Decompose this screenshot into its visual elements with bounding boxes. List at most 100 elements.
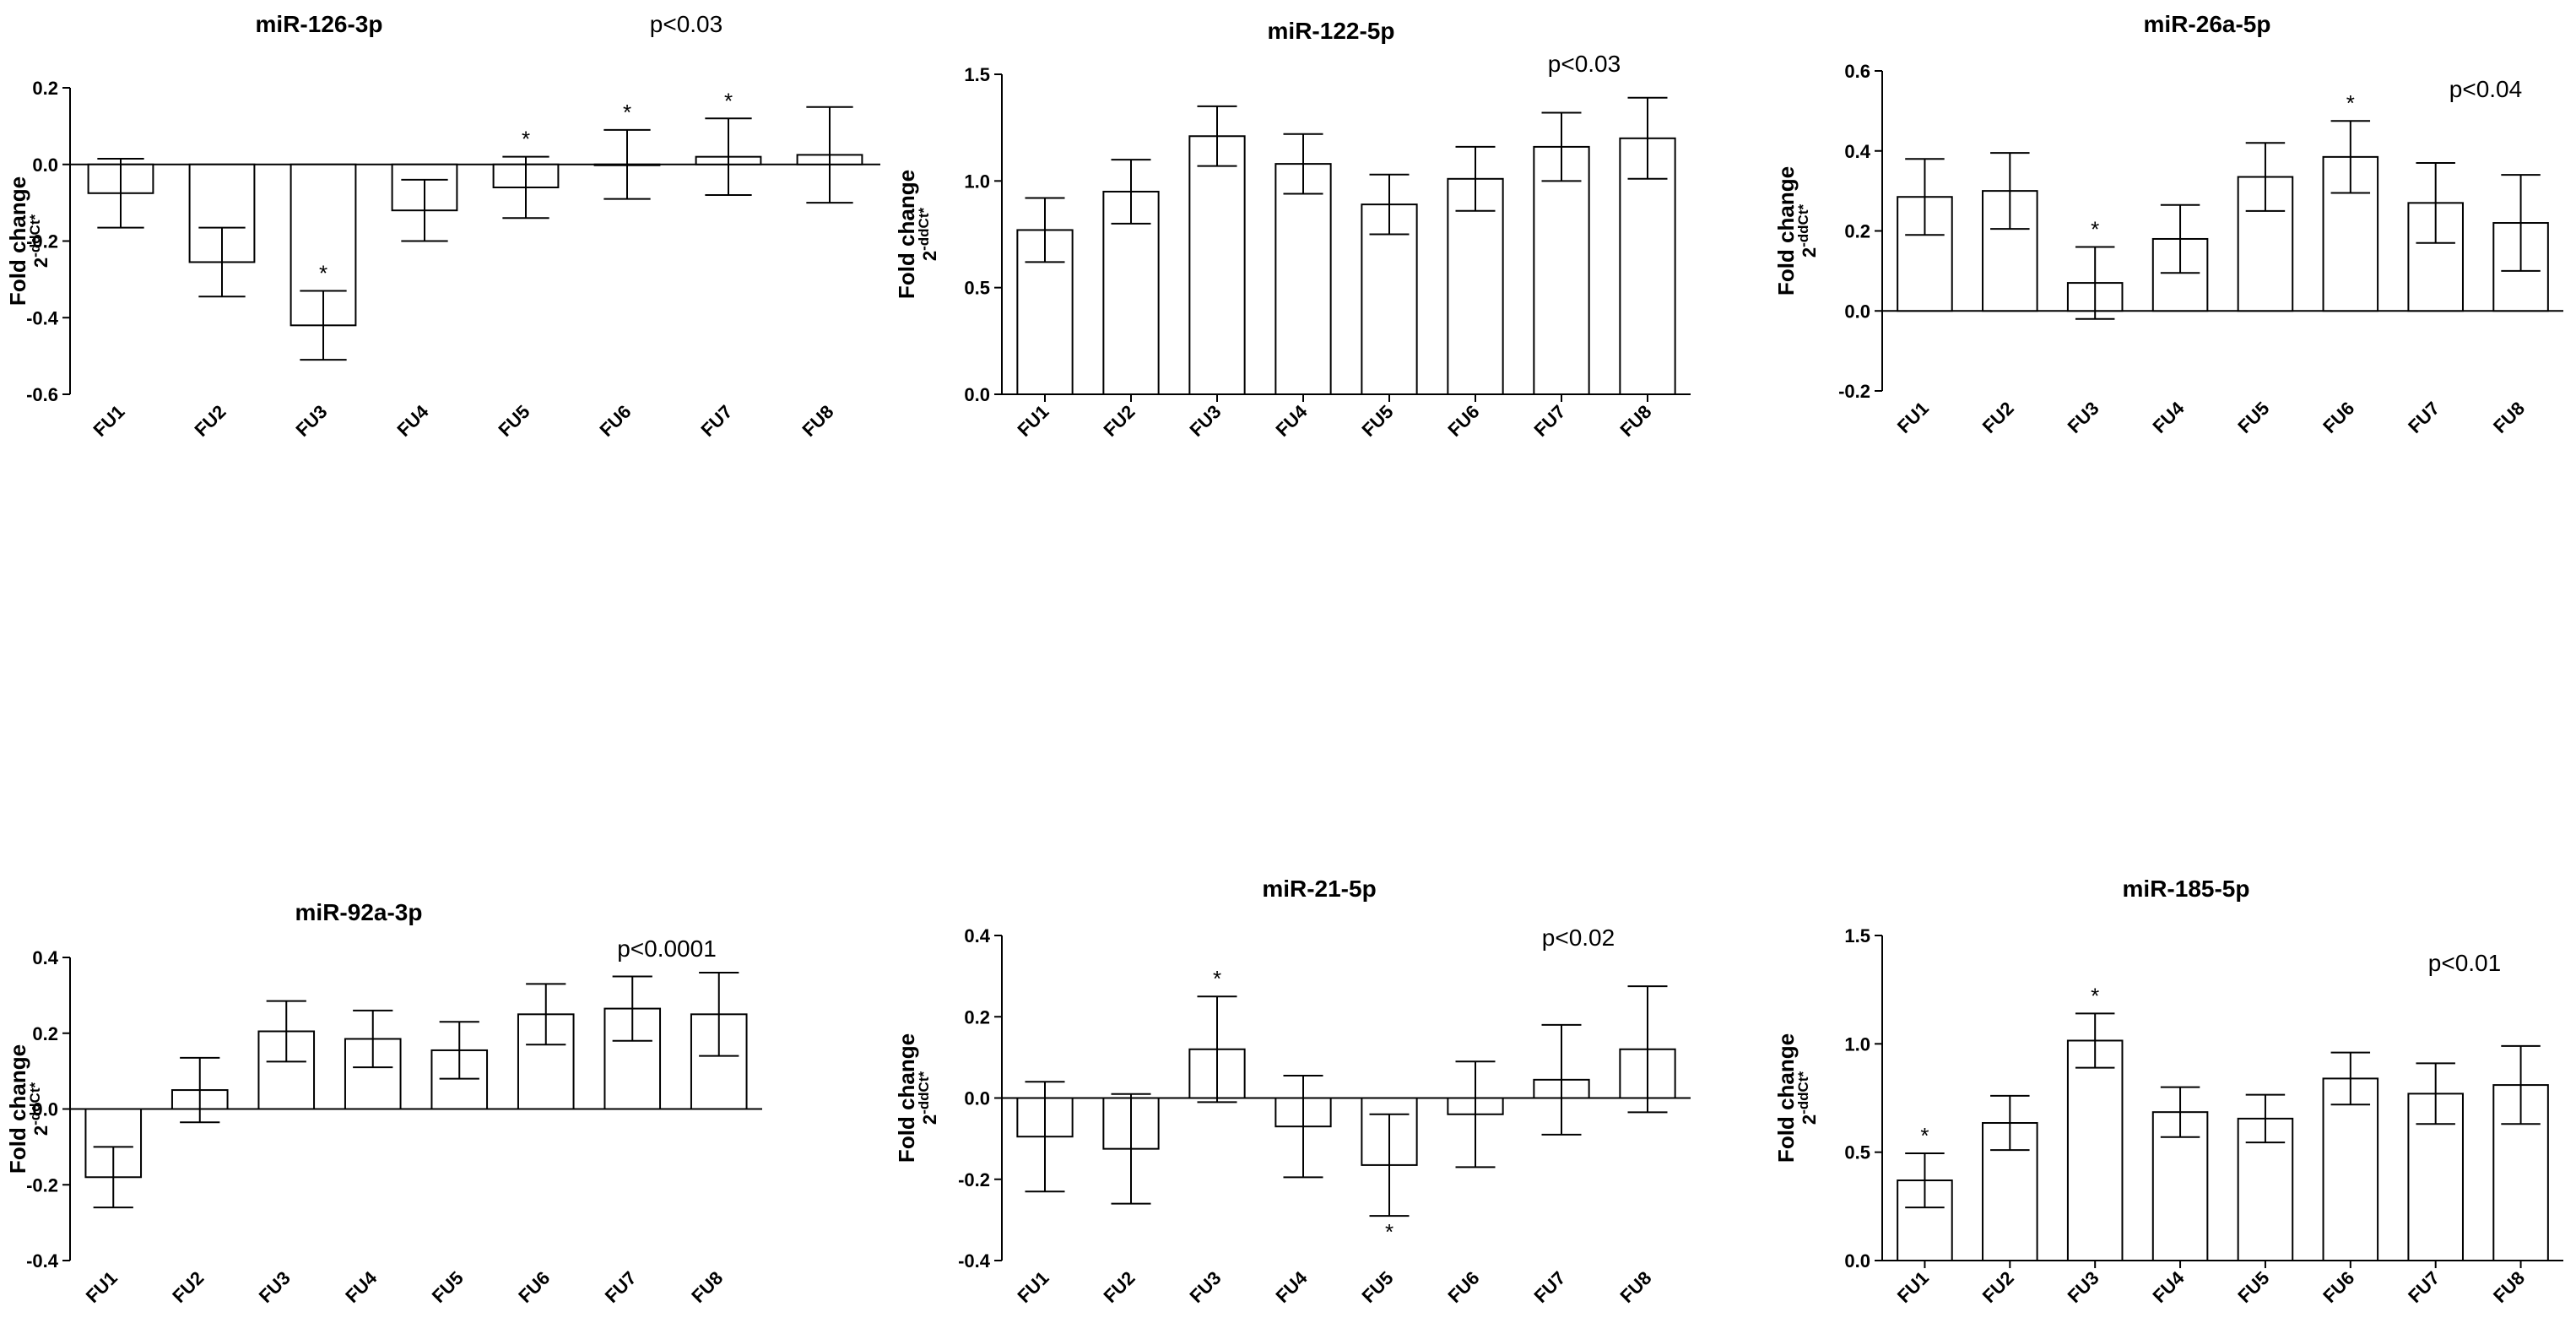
chart-panel-5: miR-21-5p p<0.02 -0.4 -0.2 0.0 0.2 0.4 Fold cha… (894, 876, 1691, 1307)
y-tick-label: 0.5 (964, 278, 990, 299)
bar (1188, 135, 1246, 395)
y-axis-label: Fold change (894, 170, 919, 299)
x-tick-label: FU7 (1529, 401, 1569, 441)
x-tick-label: FU4 (2149, 397, 2189, 437)
x-tick-label: FU2 (1099, 1267, 1139, 1307)
y-axis-label: Fold change (894, 1033, 919, 1163)
y-axis-label-superscript: -ddCt* (1795, 203, 1811, 247)
y-axis-label-formula: 2-ddCt* (1795, 203, 1820, 258)
x-tick-label: FU4 (341, 1266, 382, 1307)
y-axis-label-base: 2 (919, 251, 940, 261)
bar (603, 1007, 662, 1110)
x-tick-label: FU3 (2064, 398, 2103, 437)
y-axis-label-base: 2 (1799, 1114, 1820, 1125)
y-tick-label: -0.2 (1838, 381, 1870, 402)
y-tick-label: -0.4 (26, 1250, 59, 1272)
x-tick-label: FU4 (1271, 1266, 1312, 1307)
chart-title: miR-21-5p (1262, 876, 1376, 902)
y-tick-label: 0.6 (1844, 61, 1870, 82)
y-tick-label: 0.5 (1844, 1142, 1870, 1163)
x-tick-label: FU3 (1185, 1267, 1225, 1307)
y-axis-label-superscript: -ddCt* (916, 1071, 932, 1114)
y-axis-label-base: 2 (919, 1114, 940, 1125)
x-tick-label: FU5 (1357, 401, 1397, 441)
y-tick-label: 0.2 (32, 1023, 58, 1044)
y-tick-label: 1.0 (1844, 1033, 1870, 1055)
y-axis-label: Fold change (5, 1044, 30, 1174)
p-value-label: p<0.04 (2449, 76, 2522, 102)
x-tick-label: FU6 (514, 1267, 554, 1307)
significance-star: * (1385, 1219, 1394, 1245)
x-tick-label: FU2 (1099, 401, 1139, 441)
y-tick-label: 0.0 (964, 384, 990, 405)
y-tick-label: -0.2 (26, 1174, 58, 1196)
x-tick-label: FU3 (1185, 401, 1225, 441)
y-axis-label-superscript: -ddCt* (1795, 1071, 1811, 1114)
x-tick-label: FU6 (2319, 1267, 2358, 1307)
p-value-label: p<0.03 (650, 11, 722, 37)
chart-title: miR-126-3p (256, 11, 383, 37)
chart-panel-3: miR-26a-5p p<0.04 -0.2 0.0 0.2 0.4 0.6 Fold cha… (1773, 11, 2563, 437)
x-tick-label: FU1 (89, 401, 128, 441)
significance-star: * (724, 88, 733, 113)
y-tick-label: 0.0 (32, 155, 58, 176)
p-value-label: p<0.01 (2428, 950, 2501, 976)
x-tick-label: FU8 (2489, 1267, 2529, 1307)
x-tick-label: FU3 (255, 1267, 295, 1307)
x-tick-label: FU2 (1978, 1267, 2018, 1307)
x-tick-label: FU8 (687, 1267, 727, 1307)
x-tick-label: FU2 (168, 1267, 208, 1307)
x-tick-label: FU8 (1615, 401, 1655, 441)
x-tick-label: FU1 (1013, 1267, 1053, 1307)
y-axis-label-base: 2 (30, 1125, 51, 1136)
p-value-label: p<0.03 (1548, 51, 1621, 77)
chart-panel-4: miR-92a-3p p<0.0001 -0.4 -0.2 0.0 0.2 0.4 Fold … (5, 899, 762, 1307)
y-axis-label: Fold change (5, 176, 30, 306)
x-tick-label: FU2 (1978, 398, 2018, 437)
y-tick-label: -0.2 (958, 1169, 990, 1190)
chart-title: miR-185-5p (2123, 876, 2250, 902)
x-tick-label: FU6 (2319, 398, 2358, 437)
y-tick-label: 0.2 (32, 78, 58, 99)
y-tick-label: 0.0 (964, 1088, 990, 1109)
chart-title: miR-122-5p (1268, 18, 1395, 44)
bar (1533, 145, 1590, 395)
y-tick-label: 1.5 (1844, 925, 1870, 946)
y-axis-label-formula: 2-ddCt* (27, 1082, 51, 1136)
y-axis-label-formula: 2-ddCt* (916, 1071, 940, 1125)
x-tick-label: FU5 (2233, 398, 2273, 437)
bar (2322, 1077, 2379, 1262)
y-tick-label: 0.2 (1844, 221, 1870, 242)
y-axis-label-formula: 2-ddCt* (1795, 1071, 1820, 1125)
x-tick-label: FU3 (2064, 1267, 2103, 1307)
x-tick-label: FU1 (1013, 401, 1053, 441)
significance-star: * (1920, 1123, 1929, 1148)
y-tick-label: 0.4 (1844, 141, 1870, 162)
significance-star: * (522, 127, 530, 152)
y-tick-label: 1.5 (964, 64, 990, 85)
x-tick-label: FU6 (1443, 1267, 1483, 1307)
bar (1982, 1122, 2038, 1262)
significance-star: * (319, 260, 327, 285)
bar (1102, 190, 1160, 395)
y-tick-label: 0.0 (1844, 1250, 1870, 1272)
x-tick-label: FU1 (82, 1267, 122, 1307)
bar (1274, 163, 1332, 395)
y-tick-label: 1.0 (964, 171, 990, 192)
chart-panel-6: miR-185-5p p<0.01 0.0 0.5 1.0 1.5 Fold change 2… (1773, 876, 2563, 1307)
y-tick-label: 0.4 (32, 947, 58, 968)
significance-star: * (1213, 966, 1221, 991)
y-axis-label-formula: 2-ddCt* (27, 214, 51, 268)
x-tick-label: FU3 (291, 401, 331, 441)
significance-star: * (2346, 90, 2355, 116)
x-tick-label: FU7 (601, 1267, 641, 1307)
chart-panel-2: miR-122-5p p<0.03 0.0 0.5 1.0 1.5 Fold change 2… (894, 18, 1691, 441)
x-tick-label: FU5 (494, 401, 533, 441)
y-tick-label: -0.4 (26, 307, 59, 328)
y-axis-label-superscript: -ddCt* (916, 207, 932, 250)
x-tick-label: FU2 (190, 401, 230, 441)
x-tick-label: FU8 (798, 401, 837, 441)
x-tick-label: FU7 (696, 401, 736, 441)
y-axis-label: Fold change (1773, 166, 1799, 296)
